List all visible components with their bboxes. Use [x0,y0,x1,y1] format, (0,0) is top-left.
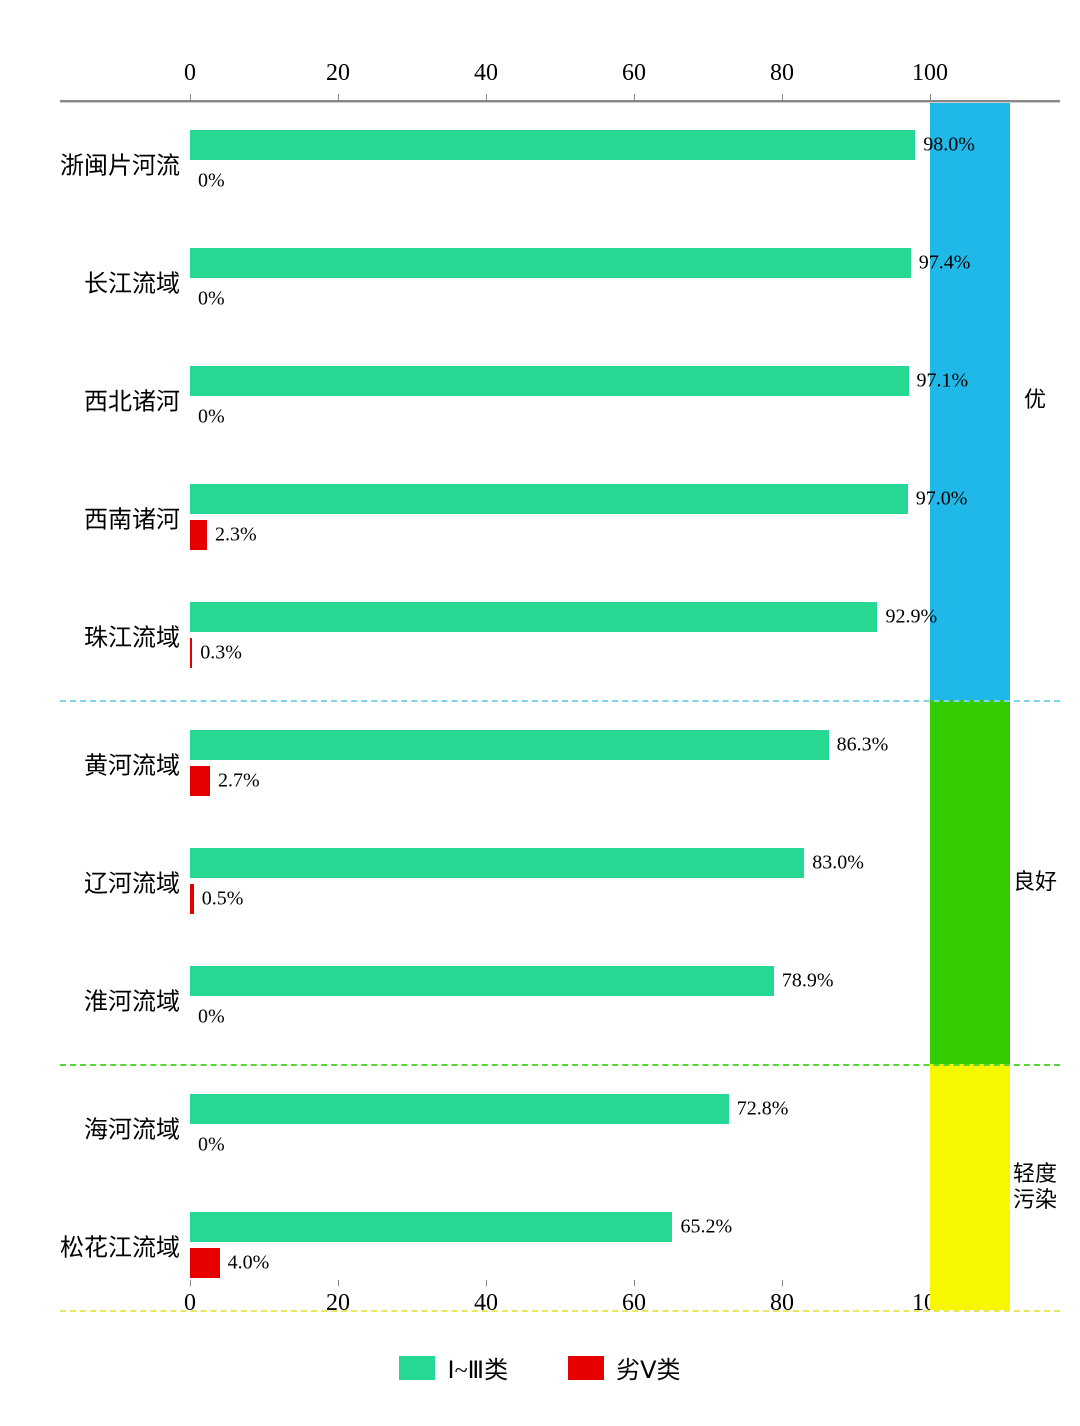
bar-class-1-3 [190,966,774,996]
bar-class-1-3 [190,848,804,878]
bar-class-1-3 [190,730,829,760]
bar-value-class-v-bad: 4.0% [228,1252,270,1275]
group-divider [60,1310,1060,1312]
x-tick-bottom: 0 [184,1290,196,1317]
water-quality-chart: 020406080100 020406080100 优良好轻度污染 浙闽片河流9… [0,0,1080,1426]
legend-swatch-class-1-3 [399,1356,435,1380]
group-band [930,700,1010,1064]
x-tick-top: 80 [770,60,794,87]
bar-value-class-1-3: 98.0% [923,134,975,157]
category-label: 辽河流域 [10,864,180,899]
legend-item-class-1-3: Ⅰ~Ⅲ类 [399,1350,508,1385]
bar-value-class-1-3: 97.0% [916,488,968,511]
legend: Ⅰ~Ⅲ类 劣Ⅴ类 [0,1350,1080,1385]
bar-class-v-bad [190,884,194,914]
legend-label-class-1-3: Ⅰ~Ⅲ类 [447,1350,508,1385]
bar-value-class-v-bad: 0% [198,1006,225,1029]
x-tick-top: 0 [184,60,196,87]
bar-class-v-bad [190,1248,220,1278]
bar-class-1-3 [190,366,909,396]
x-tick-top: 40 [474,60,498,87]
x-tick-bottom: 80 [770,1290,794,1317]
legend-label-class-v-bad: 劣Ⅴ类 [616,1350,680,1385]
bar-class-v-bad [190,520,207,550]
group-band [930,103,1010,700]
x-tick-bottom: 60 [622,1290,646,1317]
legend-swatch-class-v-bad [568,1356,604,1380]
x-tick-bottom: 40 [474,1290,498,1317]
bar-value-class-v-bad: 0% [198,406,225,429]
category-label: 黄河流域 [10,746,180,781]
category-label: 西北诸河 [10,382,180,417]
bar-value-class-1-3: 83.0% [812,852,864,875]
x-tick-bottom: 20 [326,1290,350,1317]
category-label: 海河流域 [10,1110,180,1145]
bar-value-class-1-3: 97.1% [917,370,969,393]
bar-value-class-1-3: 97.4% [919,252,971,275]
category-label: 长江流域 [10,264,180,299]
bar-value-class-1-3: 72.8% [737,1098,789,1121]
legend-item-class-v-bad: 劣Ⅴ类 [568,1350,680,1385]
category-label: 松花江流域 [10,1228,180,1263]
bar-value-class-1-3: 92.9% [885,606,937,629]
group-label: 优 [1010,100,1060,700]
category-label: 珠江流域 [10,618,180,653]
category-label: 淮河流域 [10,982,180,1017]
group-divider [60,700,1060,702]
group-label: 轻度污染 [1010,1064,1060,1310]
group-divider [60,1064,1060,1066]
bar-class-1-3 [190,1094,729,1124]
bar-value-class-v-bad: 0% [198,170,225,193]
category-label: 西南诸河 [10,500,180,535]
bar-value-class-v-bad: 0% [198,1134,225,1157]
bar-class-v-bad [190,638,192,668]
bar-value-class-1-3: 65.2% [680,1216,732,1239]
category-label: 浙闽片河流 [10,146,180,181]
bar-class-1-3 [190,1212,672,1242]
bar-class-1-3 [190,130,915,160]
group-band [930,1064,1010,1310]
bar-class-1-3 [190,248,911,278]
group-label: 良好 [1010,700,1060,1064]
bar-value-class-v-bad: 0.5% [202,888,244,911]
bar-class-1-3 [190,602,877,632]
bar-value-class-1-3: 78.9% [782,970,834,993]
bar-class-1-3 [190,484,908,514]
bar-class-v-bad [190,766,210,796]
bar-value-class-1-3: 86.3% [837,734,889,757]
x-tick-top: 100 [912,60,948,87]
x-tick-top: 20 [326,60,350,87]
bar-value-class-v-bad: 0.3% [200,642,242,665]
bar-value-class-v-bad: 2.7% [218,770,260,793]
bar-value-class-v-bad: 0% [198,288,225,311]
x-tick-top: 60 [622,60,646,87]
bar-value-class-v-bad: 2.3% [215,524,257,547]
chart-top-border-inner [60,102,1060,103]
